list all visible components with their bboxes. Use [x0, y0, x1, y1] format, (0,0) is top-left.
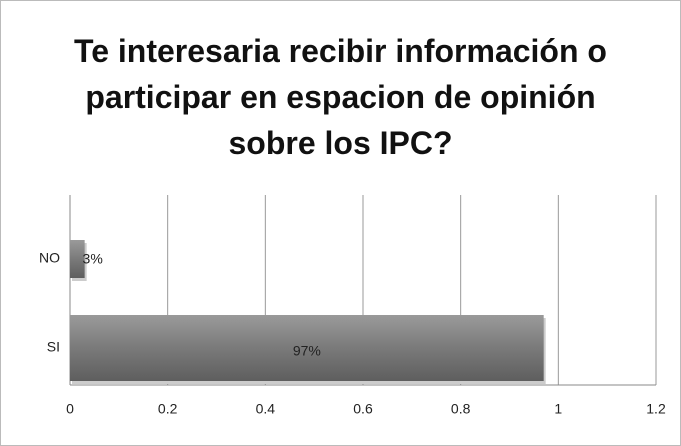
data-label: 3%	[83, 251, 103, 267]
x-tick-label: 0.2	[158, 401, 178, 417]
x-tick-label: 0	[66, 401, 74, 417]
x-tick-label: 0.8	[451, 401, 471, 417]
category-label: SI	[47, 339, 60, 355]
chart-title: Te interesaria recibir información o par…	[74, 33, 607, 161]
bar	[70, 315, 544, 381]
category-label: NO	[39, 250, 60, 266]
x-tick-label: 0.4	[256, 401, 276, 417]
x-tick-label: 0.6	[353, 401, 373, 417]
bar	[70, 240, 85, 278]
x-tick-label: 1.2	[646, 401, 666, 417]
data-label: 97%	[293, 343, 321, 359]
x-tick-label: 1	[554, 401, 562, 417]
